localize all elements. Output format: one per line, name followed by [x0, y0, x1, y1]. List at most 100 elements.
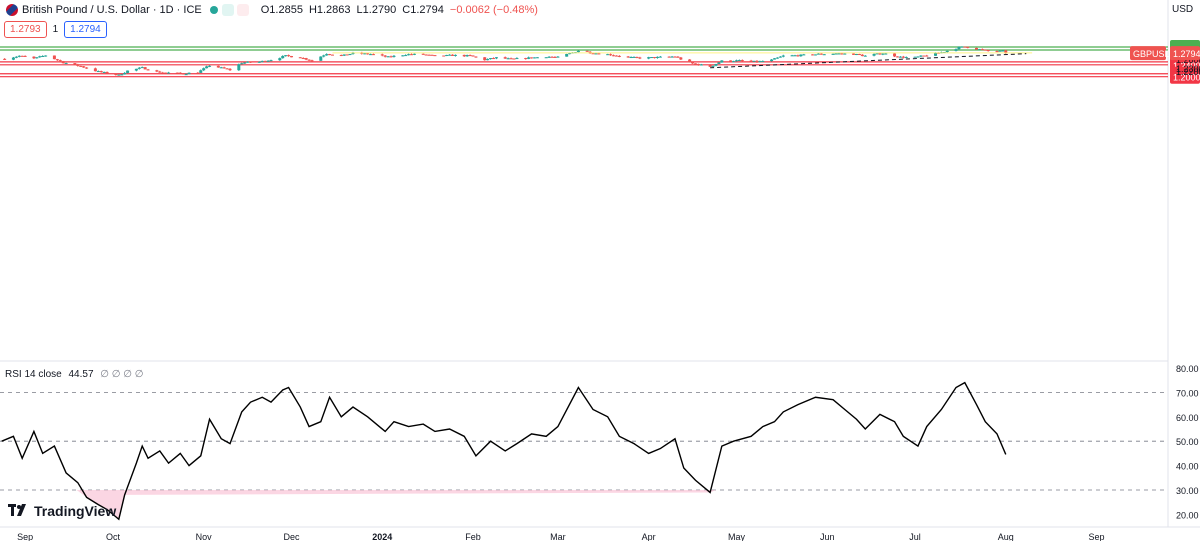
candle-body	[565, 53, 569, 57]
symbol-title[interactable]: British Pound / U.S. Dollar · 1D · ICE	[22, 4, 202, 16]
candle-body	[553, 56, 557, 58]
candle-body	[161, 72, 165, 74]
rsi-tick-label: 50.00	[1176, 437, 1199, 447]
candle-body	[187, 72, 191, 75]
candle-body	[237, 64, 241, 71]
close-value: C1.2794	[402, 4, 444, 16]
candle-body	[386, 56, 390, 58]
time-axis: Sep Oct Nov Dec 2024 Feb Mar Apr May Jun Jul Aug Sep	[17, 532, 1104, 541]
toggle-icon-2[interactable]	[236, 4, 249, 16]
rsi-tick-label: 20.00	[1176, 510, 1199, 520]
candle-body	[816, 53, 820, 55]
candle-body	[304, 58, 308, 60]
time-tick-label: Sep	[1089, 532, 1105, 541]
time-tick-label: Apr	[642, 532, 656, 541]
candle-body	[843, 53, 847, 55]
candle-body	[737, 60, 741, 62]
tradingview-logo[interactable]: TradingView	[8, 503, 116, 519]
candle-body	[632, 56, 636, 58]
candle-body	[629, 57, 633, 59]
time-tick-label: Aug	[998, 532, 1014, 541]
candle-body	[93, 68, 97, 72]
rsi-tick-label: 70.00	[1176, 388, 1199, 398]
candle-body	[263, 60, 267, 62]
candle-body	[278, 58, 282, 61]
candle-body	[64, 63, 68, 65]
candle-body	[330, 54, 334, 56]
candle-body	[20, 55, 24, 57]
candle-body	[752, 60, 756, 62]
candle-body	[401, 55, 405, 57]
candle-body	[310, 60, 314, 62]
candle-body	[509, 58, 513, 60]
candle-body	[535, 57, 539, 59]
currency-label[interactable]: USD	[1172, 4, 1194, 15]
horizontal-levels	[0, 46, 1168, 78]
candle-body	[240, 63, 244, 65]
candle-body	[328, 54, 332, 56]
candle-body	[655, 56, 659, 58]
candle-body	[281, 56, 285, 59]
candle-body	[770, 59, 774, 62]
candle-body	[983, 49, 987, 51]
candle-body	[550, 56, 554, 58]
candle-body	[196, 72, 200, 74]
candle-body	[778, 56, 782, 58]
toggle-icon-1[interactable]	[221, 4, 234, 16]
candle-body	[614, 55, 618, 57]
candle-body	[544, 57, 548, 59]
candle-body	[688, 59, 692, 63]
rsi-label[interactable]: RSI 14 close	[5, 369, 62, 380]
chart-toggle-icons[interactable]	[221, 4, 249, 16]
candle-body	[260, 60, 264, 62]
candle-body	[471, 55, 475, 57]
candle-body	[720, 60, 724, 63]
rsi-extras: ∅ ∅ ∅ ∅	[100, 369, 144, 380]
candle-body	[246, 61, 250, 63]
candle-body	[749, 60, 753, 62]
low-value: L1.2790	[356, 4, 397, 16]
candle-body	[228, 68, 232, 71]
candle-body	[1001, 50, 1005, 52]
candle-body	[41, 56, 45, 58]
candle-body	[758, 61, 762, 63]
candle-body	[653, 57, 657, 59]
candle-body	[11, 57, 15, 60]
sell-price-button[interactable]: 1.2793	[4, 21, 47, 38]
candle-body	[819, 53, 823, 55]
candle-body	[854, 54, 858, 56]
candle-body	[617, 55, 621, 57]
candle-body	[301, 58, 305, 60]
candle-body	[424, 54, 428, 56]
time-tick-label: Mar	[550, 532, 566, 541]
candle-body	[773, 58, 777, 60]
time-tick-label: Jun	[820, 532, 835, 541]
candle-body	[591, 53, 595, 55]
candle-body	[650, 57, 654, 59]
candle-body	[3, 58, 7, 60]
candle-body	[430, 54, 434, 56]
candle-body	[670, 56, 674, 58]
candle-body	[383, 55, 387, 57]
candle-body	[342, 54, 346, 56]
resistance-zone	[332, 52, 1033, 54]
time-tick-label: May	[728, 532, 746, 541]
candle-body	[58, 60, 62, 62]
candle-body	[137, 67, 141, 69]
candle-body	[609, 54, 613, 56]
candle-body	[638, 57, 642, 59]
candle-body	[963, 46, 967, 48]
price-tick-label: 1.2300	[1176, 64, 1200, 74]
candle-body	[793, 55, 797, 57]
buy-price-button[interactable]: 1.2794	[64, 21, 107, 38]
candle-body	[205, 66, 209, 69]
change-value: −0.0062 (−0.48%)	[449, 4, 538, 16]
candle-body	[708, 64, 712, 67]
candle-body	[895, 56, 899, 58]
candle-body	[448, 54, 452, 56]
candle-body	[790, 55, 794, 57]
candle-body	[506, 58, 510, 60]
candle-body	[594, 53, 598, 55]
candle-body	[799, 54, 803, 57]
